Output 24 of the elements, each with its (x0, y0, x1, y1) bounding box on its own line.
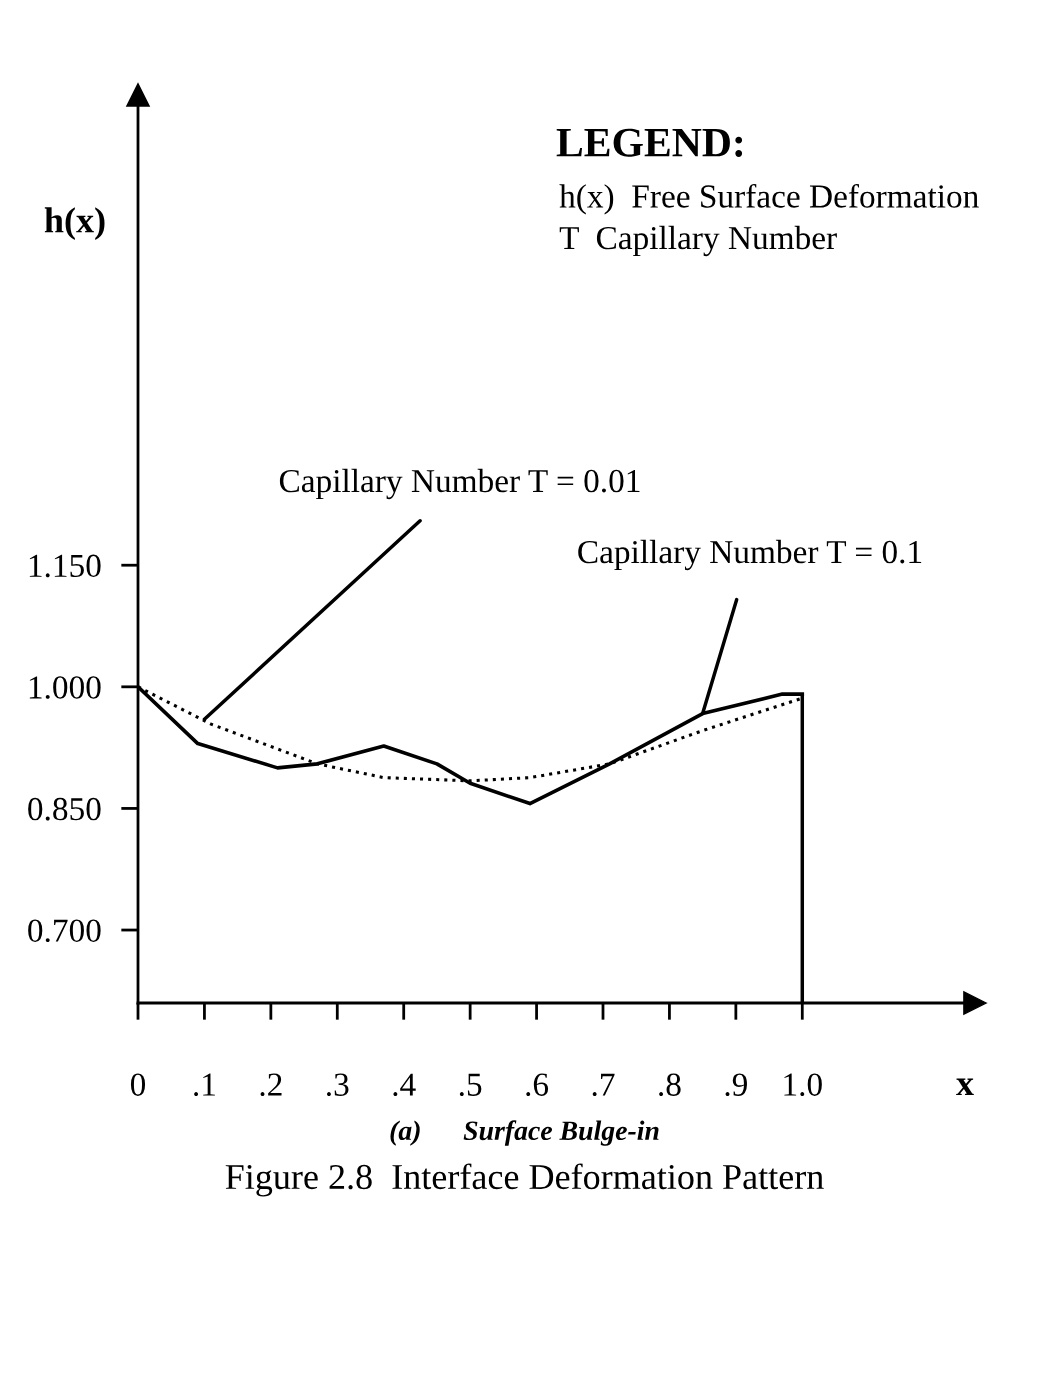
annotation: Capillary Number T = 0.1 (578, 539, 922, 571)
y-axis-title: h(x) (44, 207, 105, 240)
text: (a) Surface Bulge-in (390, 1120, 659, 1146)
x-tick-label: 1.0 (784, 1073, 822, 1097)
y-tick-label: 0.850 (28, 797, 101, 821)
x-tick-label: .9 (725, 1073, 747, 1097)
x-tick-label: .6 (526, 1073, 549, 1097)
text: Figure 2.8 Interface Deformation Pattern (225, 1163, 824, 1197)
x-tick-label: .2 (260, 1073, 282, 1097)
x-tick-label: .4 (393, 1073, 416, 1097)
y-tick-label: 0.700 (28, 919, 101, 943)
y-tick-label: 1.000 (29, 676, 101, 699)
x-tick-label: .8 (659, 1073, 681, 1097)
annotation: LEGEND: (556, 128, 743, 157)
x-tick-label: .7 (592, 1073, 615, 1097)
annotation: h(x) Free Surface Deformation (559, 183, 979, 215)
x-axis-title: x (956, 1078, 974, 1096)
annotation: Capillary Number T = 0.01 (279, 468, 640, 500)
x-tick-label: .3 (326, 1073, 349, 1097)
y-tick-label: 1.150 (29, 554, 101, 578)
x-tick-label: .5 (459, 1073, 482, 1097)
x-tick-label: .1 (194, 1073, 215, 1097)
annotation: T Capillary Number (559, 225, 837, 257)
x-tick-label: 0 (130, 1073, 146, 1096)
